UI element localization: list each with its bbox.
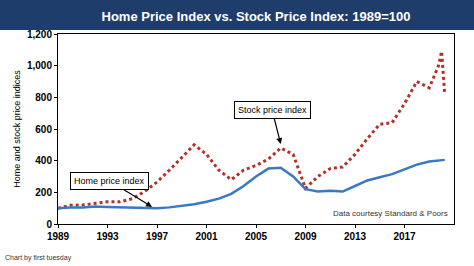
svg-text:2017: 2017 (393, 231, 416, 242)
svg-text:Home Price Index vs. Stock Pri: Home Price Index vs. Stock Price Index: … (102, 9, 411, 24)
svg-text:800: 800 (35, 92, 52, 103)
svg-text:200: 200 (35, 187, 52, 198)
svg-text:Home and stock price indices: Home and stock price indices (12, 70, 22, 188)
svg-text:2005: 2005 (245, 231, 268, 242)
svg-text:2001: 2001 (195, 231, 218, 242)
svg-text:Chart by first tuesday: Chart by first tuesday (5, 254, 72, 262)
svg-text:1989: 1989 (47, 231, 70, 242)
svg-text:600: 600 (35, 124, 52, 135)
svg-text:2009: 2009 (294, 231, 317, 242)
svg-text:1,200: 1,200 (27, 29, 52, 40)
svg-text:1993: 1993 (96, 231, 119, 242)
svg-text:400: 400 (35, 155, 52, 166)
svg-text:1,000: 1,000 (27, 60, 52, 71)
svg-text:0: 0 (46, 219, 52, 230)
svg-text:1997: 1997 (146, 231, 169, 242)
svg-text:2013: 2013 (344, 231, 367, 242)
svg-text:Data courtesy Standard & Poors: Data courtesy Standard & Poors (333, 209, 448, 218)
svg-text:Stock price index: Stock price index (238, 105, 307, 115)
svg-text:Home price index: Home price index (74, 176, 145, 186)
